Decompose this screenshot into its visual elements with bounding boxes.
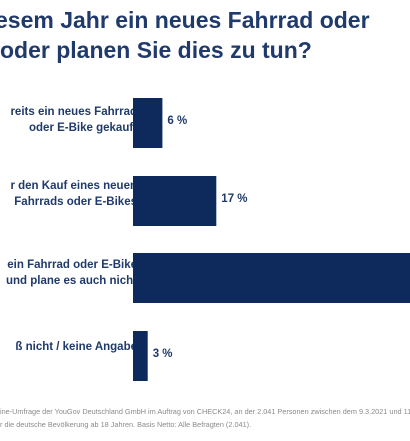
bar — [133, 253, 410, 303]
bar — [133, 331, 148, 381]
category-label: und plane es auch nicht — [6, 275, 137, 287]
value-label: 17 % — [221, 193, 248, 205]
value-label: 6 % — [167, 115, 188, 127]
category-label: reits ein neues Fahrrad — [10, 106, 137, 118]
category-label: Fahrrads oder E-Bikes — [14, 196, 137, 208]
bar — [133, 176, 217, 226]
category-label: oder E-Bike gekauft — [29, 122, 137, 134]
title-line-2: oder planen Sie dies zu tun? — [0, 37, 312, 63]
footer-source-line-1: ine-Umfrage der YouGov Deutschland GmbH … — [0, 407, 410, 416]
title-line-1: esem Jahr ein neues Fahrrad oder — [0, 7, 370, 33]
footer-source-line-2: r die deutsche Bevölkerung ab 18 Jahren.… — [0, 420, 252, 429]
category-label: r den Kauf eines neuen — [10, 180, 137, 192]
category-label: ß nicht / keine Angabe — [15, 341, 137, 353]
category-label: ein Fahrrad oder E-Bike — [7, 259, 137, 271]
value-label: 3 % — [152, 348, 173, 360]
bar — [133, 98, 163, 148]
